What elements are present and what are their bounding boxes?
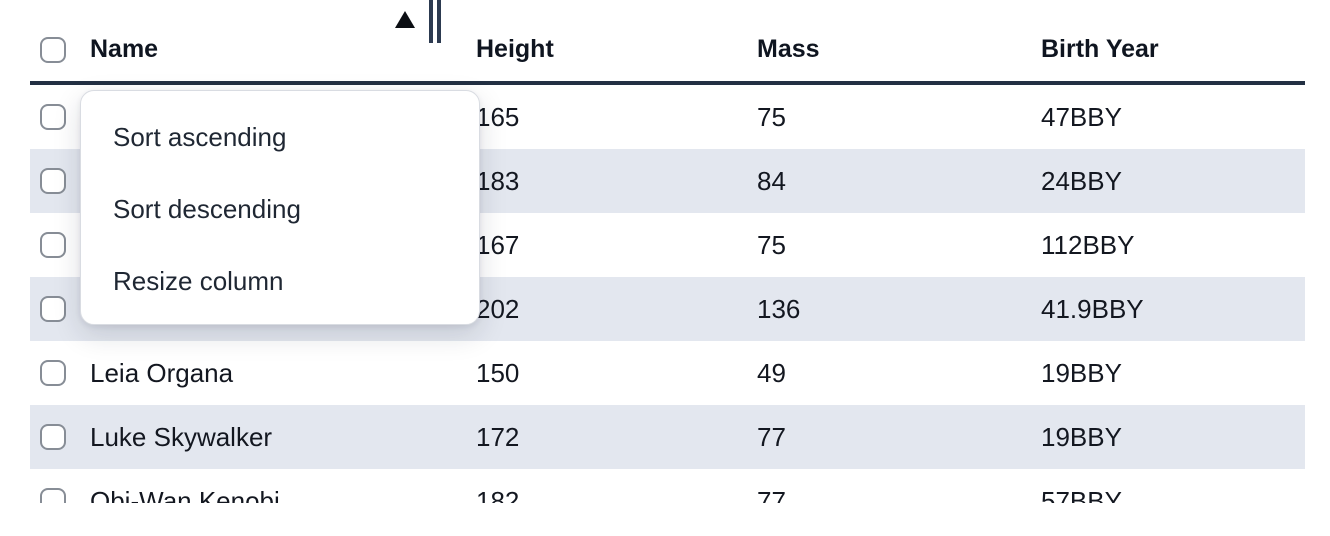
cell-mass: 75 bbox=[757, 229, 786, 260]
row-checkbox[interactable] bbox=[40, 424, 66, 450]
row-select-cell bbox=[30, 296, 90, 322]
cell-mass: 75 bbox=[757, 101, 786, 132]
column-header-mass[interactable]: Mass bbox=[757, 35, 820, 63]
cell-height: 172 bbox=[476, 421, 520, 452]
cell-mass: 49 bbox=[757, 357, 786, 388]
cell-birth-year: 47BBY bbox=[1041, 101, 1122, 132]
column-context-menu: Sort ascending Sort descending Resize co… bbox=[80, 90, 480, 325]
cell-birth-year: 41.9BBY bbox=[1041, 293, 1144, 324]
cell-height: 202 bbox=[476, 293, 520, 324]
cell-height: 167 bbox=[476, 229, 520, 260]
table-row[interactable]: Leia Organa 150 49 19BBY bbox=[30, 341, 1305, 405]
column-header-name[interactable]: Name bbox=[90, 0, 446, 64]
column-header-name-label: Name bbox=[90, 35, 159, 63]
cell-birth-year: 112BBY bbox=[1041, 229, 1135, 260]
row-checkbox[interactable] bbox=[40, 104, 66, 130]
sort-ascending-icon bbox=[395, 11, 415, 28]
row-select-cell bbox=[30, 424, 90, 450]
row-checkbox[interactable] bbox=[40, 360, 66, 386]
table-row[interactable]: Luke Skywalker 172 77 19BBY bbox=[30, 405, 1305, 469]
cell-birth-year: 24BBY bbox=[1041, 165, 1122, 196]
row-select-cell bbox=[30, 104, 90, 130]
row-select-cell bbox=[30, 168, 90, 194]
column-header-birth-year[interactable]: Birth Year bbox=[1041, 35, 1159, 63]
column-resize-handle[interactable] bbox=[429, 0, 441, 43]
select-all-checkbox[interactable] bbox=[40, 36, 66, 63]
cell-name: Luke Skywalker bbox=[90, 421, 273, 452]
cell-height: 165 bbox=[476, 101, 520, 132]
header-select-cell bbox=[30, 36, 90, 63]
cell-mass: 77 bbox=[757, 421, 786, 452]
row-checkbox[interactable] bbox=[40, 296, 66, 322]
cell-mass: 84 bbox=[757, 165, 786, 196]
viewport-clip-edge bbox=[0, 503, 1330, 536]
menu-item-resize-column[interactable]: Resize column bbox=[113, 265, 284, 296]
column-header-height[interactable]: Height bbox=[476, 35, 554, 63]
cell-birth-year: 19BBY bbox=[1041, 357, 1122, 388]
row-checkbox[interactable] bbox=[40, 168, 66, 194]
row-select-cell bbox=[30, 360, 90, 386]
menu-item-sort-descending[interactable]: Sort descending bbox=[113, 193, 301, 224]
menu-item-sort-ascending[interactable]: Sort ascending bbox=[113, 121, 287, 152]
row-checkbox[interactable] bbox=[40, 232, 66, 258]
row-select-cell bbox=[30, 232, 90, 258]
cell-height: 183 bbox=[476, 165, 520, 196]
cell-mass: 136 bbox=[757, 293, 801, 324]
table-header-row: Name Height Mass Birth Year bbox=[30, 0, 1305, 85]
cell-name: Leia Organa bbox=[90, 357, 234, 388]
cell-height: 150 bbox=[476, 357, 520, 388]
cell-birth-year: 19BBY bbox=[1041, 421, 1122, 452]
